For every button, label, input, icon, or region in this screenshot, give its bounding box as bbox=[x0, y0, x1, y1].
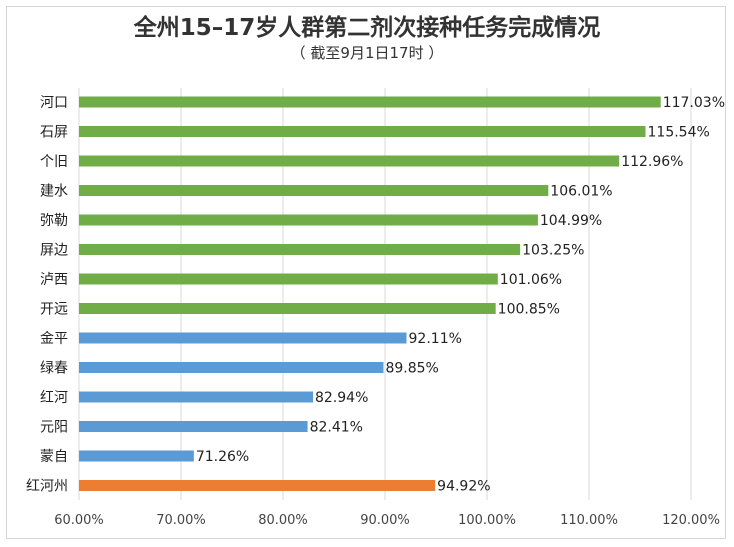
x-tick-label: 80.00% bbox=[258, 513, 308, 528]
category-label: 红河 bbox=[40, 390, 68, 406]
bar bbox=[79, 480, 436, 491]
x-tick-label: 70.00% bbox=[156, 513, 206, 528]
x-tick-label: 90.00% bbox=[360, 513, 410, 528]
chart-frame bbox=[6, 6, 726, 539]
value-label: 100.85% bbox=[498, 302, 560, 318]
value-label: 103.25% bbox=[522, 243, 584, 259]
value-labels: 117.03% 115.54% 112.96% 106.01% 104.99% 103.2… bbox=[196, 95, 725, 495]
category-label: 开远 bbox=[40, 302, 68, 318]
value-label: 104.99% bbox=[540, 213, 602, 229]
category-label: 金平 bbox=[40, 331, 68, 347]
category-label: 蒙自 bbox=[40, 449, 68, 465]
gridlines bbox=[78, 88, 692, 500]
x-tick-label: 100.00% bbox=[458, 513, 516, 528]
bar bbox=[79, 421, 308, 432]
bar bbox=[79, 214, 538, 226]
bar bbox=[79, 391, 313, 403]
value-label: 82.94% bbox=[315, 390, 368, 406]
value-label: 71.26% bbox=[196, 449, 249, 465]
bar bbox=[79, 155, 620, 167]
bar bbox=[79, 96, 661, 108]
x-tick-label: 110.00% bbox=[560, 513, 618, 528]
bar bbox=[79, 332, 407, 344]
category-label: 红河州 bbox=[26, 479, 68, 495]
bar bbox=[79, 244, 521, 255]
x-tick-label: 120.00% bbox=[662, 513, 720, 528]
category-label: 弥勒 bbox=[40, 212, 68, 229]
category-label: 泸西 bbox=[40, 272, 68, 288]
x-tick-labels: 60.00% 70.00% 80.00% 90.00% 100.00% 110.00% 12… bbox=[54, 513, 720, 528]
bar bbox=[79, 303, 496, 314]
bars bbox=[79, 96, 661, 491]
category-label: 个旧 bbox=[40, 154, 68, 170]
category-label: 建水 bbox=[40, 184, 68, 200]
bar bbox=[79, 126, 646, 137]
category-label: 元阳 bbox=[40, 420, 68, 436]
category-label: 石屏 bbox=[40, 125, 68, 141]
value-label: 82.41% bbox=[310, 420, 363, 436]
value-label: 92.11% bbox=[409, 331, 462, 347]
bar bbox=[79, 273, 498, 285]
value-label: 101.06% bbox=[500, 272, 562, 288]
category-label: 绿春 bbox=[40, 361, 68, 377]
bar bbox=[79, 185, 549, 196]
chart-title: 全州15–17岁人群第二剂次接种任务完成情况 bbox=[133, 15, 601, 41]
value-label: 89.85% bbox=[385, 361, 438, 377]
category-label: 河口 bbox=[40, 95, 68, 111]
value-label: 117.03% bbox=[663, 95, 725, 111]
x-tick-label: 60.00% bbox=[54, 513, 104, 528]
value-label: 106.01% bbox=[550, 184, 612, 200]
bar bbox=[79, 450, 194, 462]
bar bbox=[79, 362, 384, 373]
value-label: 94.92% bbox=[437, 479, 490, 495]
value-label: 112.96% bbox=[621, 154, 683, 170]
category-label: 屏边 bbox=[40, 243, 68, 259]
chart-subtitle: （ 截至9月1日17时 ） bbox=[290, 44, 444, 62]
value-label: 115.54% bbox=[648, 125, 710, 141]
